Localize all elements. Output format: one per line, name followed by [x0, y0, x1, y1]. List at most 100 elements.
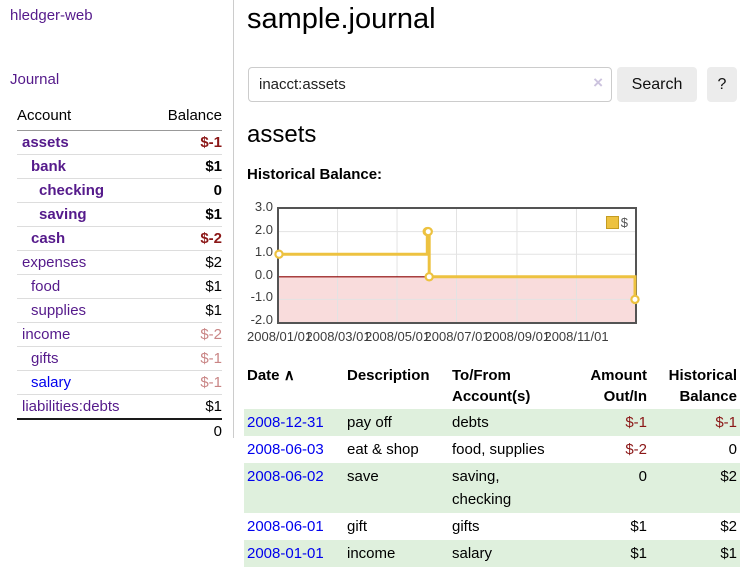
account-balance: $-2: [151, 322, 222, 347]
account-link[interactable]: assets: [22, 134, 69, 151]
account-row: bank $1: [17, 154, 222, 179]
account-row: assets $-1: [17, 131, 222, 155]
search-input[interactable]: [248, 67, 612, 102]
x-axis-tick-label: 2008/07/01: [424, 329, 490, 344]
legend-swatch-dollar: [605, 216, 619, 229]
account-row: checking 0: [17, 178, 222, 203]
help-button[interactable]: ?: [707, 67, 737, 102]
transaction-description: gift: [347, 518, 368, 535]
balance-column-header-register: Historical Balance: [668, 367, 737, 405]
account-link[interactable]: supplies: [31, 302, 87, 319]
transaction-amount: 0: [638, 468, 647, 485]
transaction-description: pay off: [347, 414, 392, 431]
register-row: 2008-06-02 save saving, checking 0 $2: [244, 463, 740, 513]
transaction-date-link[interactable]: 2008-12-31: [247, 414, 324, 431]
balance-column-header: Balance: [151, 105, 222, 131]
accounts-column-header: To/From Account(s): [452, 367, 531, 405]
account-link[interactable]: checking: [39, 182, 105, 199]
chart-canvas: [274, 209, 640, 322]
y-axis-tick-label: 3.0: [254, 199, 273, 214]
transaction-balance: 0: [728, 441, 737, 458]
account-balance: $1: [151, 394, 222, 419]
transaction-date-link[interactable]: 2008-01-01: [247, 545, 324, 562]
accounts-total-row: 0: [17, 418, 222, 443]
transaction-date-link[interactable]: 2008-06-01: [247, 518, 324, 535]
account-link[interactable]: salary: [31, 374, 72, 391]
transaction-balance: $2: [720, 468, 737, 485]
amount-column-header: Amount Out/In: [590, 367, 647, 405]
data-point-marker: [274, 249, 284, 259]
y-axis-tick-label: 2.0: [254, 221, 273, 237]
account-row: gifts $-1: [17, 346, 222, 371]
account-link[interactable]: bank: [31, 158, 67, 175]
accounts-balance-table: Account Balance assets $-1 bank $1 checking 0…: [17, 105, 222, 443]
register-row: 2008-01-01 income salary $1 $1: [244, 540, 740, 567]
account-column-header: Account: [17, 105, 152, 131]
total-spacer: [17, 418, 152, 443]
account-balance: 0: [151, 178, 222, 203]
account-row: cash $-2: [17, 226, 222, 251]
account-link[interactable]: liabilities:debts: [22, 398, 120, 415]
account-balance: $1: [151, 154, 222, 179]
transaction-date-link[interactable]: 2008-06-03: [247, 441, 324, 458]
date-column-header[interactable]: Date ∧: [244, 363, 344, 409]
sidebar-divider: [233, 0, 234, 438]
account-link[interactable]: gifts: [31, 350, 59, 367]
x-axis-tick-label: 2008/05/01: [365, 329, 431, 344]
transaction-balance: $1: [720, 545, 737, 562]
app-title[interactable]: hledger-web: [10, 7, 93, 24]
register-row: 2008-12-31 pay off debts $-1 $-1: [244, 409, 740, 436]
account-link[interactable]: saving: [39, 206, 87, 223]
page-title: sample.journal: [247, 3, 436, 35]
transaction-description: income: [347, 545, 396, 562]
transaction-amount: $1: [630, 518, 647, 535]
sidebar-item-journal[interactable]: Journal: [10, 71, 60, 88]
account-row: salary $-1: [17, 370, 222, 395]
date-header-label: Date: [247, 367, 280, 384]
y-axis-tick-label: -1.0: [250, 289, 273, 305]
total-balance: 0: [151, 418, 222, 443]
transaction-accounts: debts: [452, 414, 489, 431]
account-heading: assets: [247, 121, 317, 148]
transaction-date-link[interactable]: 2008-06-02: [247, 468, 324, 485]
register-row: 2008-06-03 eat & shop food, supplies $-2 0: [244, 436, 740, 463]
clear-search-icon[interactable]: ×: [593, 73, 603, 92]
transaction-accounts: food, supplies: [452, 441, 545, 458]
x-axis-tick-label: 2008/01/01: [247, 329, 313, 344]
account-balance: $-1: [151, 346, 222, 371]
account-balance: $-2: [151, 226, 222, 251]
chart-plot-area: $: [274, 207, 640, 324]
historical-balance-chart: 3.0 2.0 1.0 0.0 -1.0 -2.0 $ 2008/01/01 2008/03…: [244, 200, 664, 345]
accounts-header-row: Account Balance: [17, 105, 222, 131]
x-axis-tick-label: 2008/11/01: [544, 329, 609, 344]
account-row: expenses $2: [17, 250, 222, 275]
transaction-accounts: salary: [452, 545, 493, 562]
register-row: 2008-06-01 gift gifts $1 $2: [244, 513, 740, 540]
description-column-header: Description: [347, 367, 430, 384]
transaction-description: eat & shop: [347, 441, 419, 458]
account-balance: $1: [151, 202, 222, 227]
account-link[interactable]: income: [22, 326, 71, 343]
register-header-row: Date ∧ Description To/From Account(s) Am…: [244, 363, 740, 409]
y-axis-tick-label: 1.0: [254, 244, 273, 260]
account-link[interactable]: expenses: [22, 254, 87, 271]
account-link[interactable]: food: [31, 278, 61, 295]
account-balance: $-1: [200, 134, 222, 151]
account-balance: $2: [151, 250, 222, 275]
data-point-marker: [424, 272, 434, 282]
transaction-balance: $2: [720, 518, 737, 535]
transaction-balance: $-1: [715, 414, 737, 431]
search-button[interactable]: Search: [617, 67, 697, 102]
transaction-description: save: [347, 468, 379, 485]
account-balance: $1: [151, 274, 222, 299]
account-row: supplies $1: [17, 298, 222, 323]
account-row: food $1: [17, 274, 222, 299]
account-link[interactable]: cash: [31, 230, 66, 247]
register-table: Date ∧ Description To/From Account(s) Am…: [244, 363, 740, 567]
x-axis-tick-label: 2008/09/01: [484, 329, 551, 344]
account-row: liabilities:debts $1: [17, 394, 222, 419]
y-axis-tick-label: 0.0: [254, 266, 273, 282]
x-axis-tick-label: 2008/03/01: [305, 329, 371, 344]
account-row: income $-2: [17, 322, 222, 347]
legend-label: $: [620, 215, 628, 230]
